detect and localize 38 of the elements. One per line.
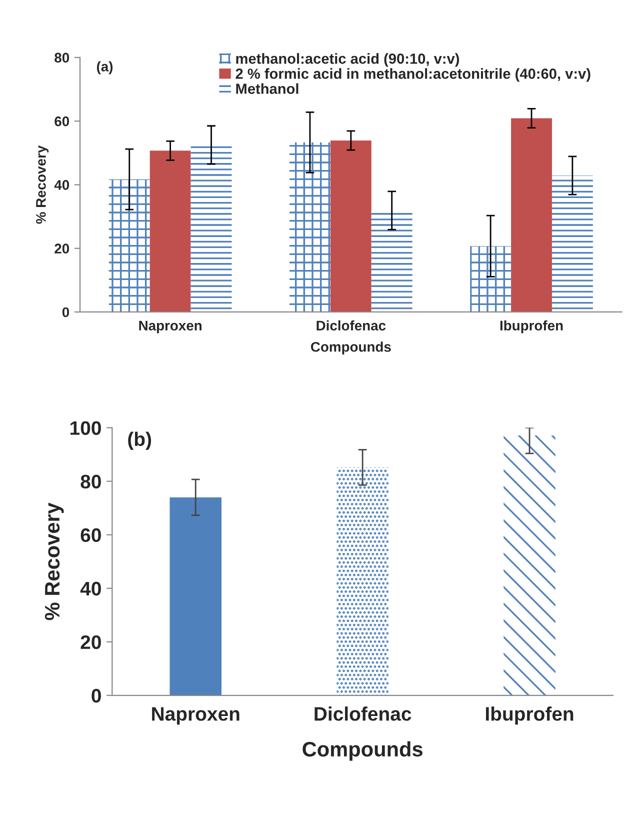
y-tick-label: 40 (54, 180, 70, 190)
x-axis-title: Compounds (302, 741, 422, 761)
bar (511, 118, 552, 312)
bar (108, 179, 150, 312)
annotation: (a) (96, 61, 113, 74)
y-tick-label: 80 (54, 52, 70, 63)
bar (190, 144, 232, 312)
bar (552, 176, 593, 312)
x-tick-label: Naproxen (152, 707, 240, 725)
y-tick-label: 80 (80, 474, 101, 489)
y-tick-label: 60 (54, 116, 70, 126)
annotation: (b) (128, 432, 152, 450)
bar (330, 140, 372, 312)
legend-label: 2 % formic acid in methanol:acetonitrile (40:60, v:v) (236, 68, 590, 82)
bar (470, 246, 512, 312)
x-tick-label: Naproxen (139, 320, 202, 334)
legend-label: methanol:acetic acid (90:10, v:v) (236, 53, 460, 67)
x-axis-title: Compounds (310, 342, 391, 355)
y-tick-label: 60 (80, 528, 101, 542)
y-axis-title: % Recovery (36, 145, 49, 224)
y-tick-label: 40 (80, 582, 101, 596)
y-tick-label: 0 (62, 307, 70, 318)
bar (336, 467, 388, 696)
bar (170, 497, 222, 696)
bar (290, 142, 330, 312)
y-tick-label: 20 (80, 635, 101, 650)
bar (504, 436, 556, 696)
x-tick-label: Ibuprofen (500, 320, 563, 334)
bar (371, 210, 412, 312)
y-axis-title: % Recovery (44, 502, 64, 620)
y-tick-label: 20 (54, 244, 70, 254)
x-tick-label: Ibuprofen (486, 706, 574, 725)
bar (150, 150, 191, 312)
y-tick-label: 0 (92, 688, 101, 703)
x-tick-label: Diclofenac (314, 706, 412, 721)
y-tick-label: 100 (70, 421, 101, 435)
x-tick-label: Diclofenac (316, 320, 386, 331)
legend-label: Methanol (236, 83, 298, 94)
